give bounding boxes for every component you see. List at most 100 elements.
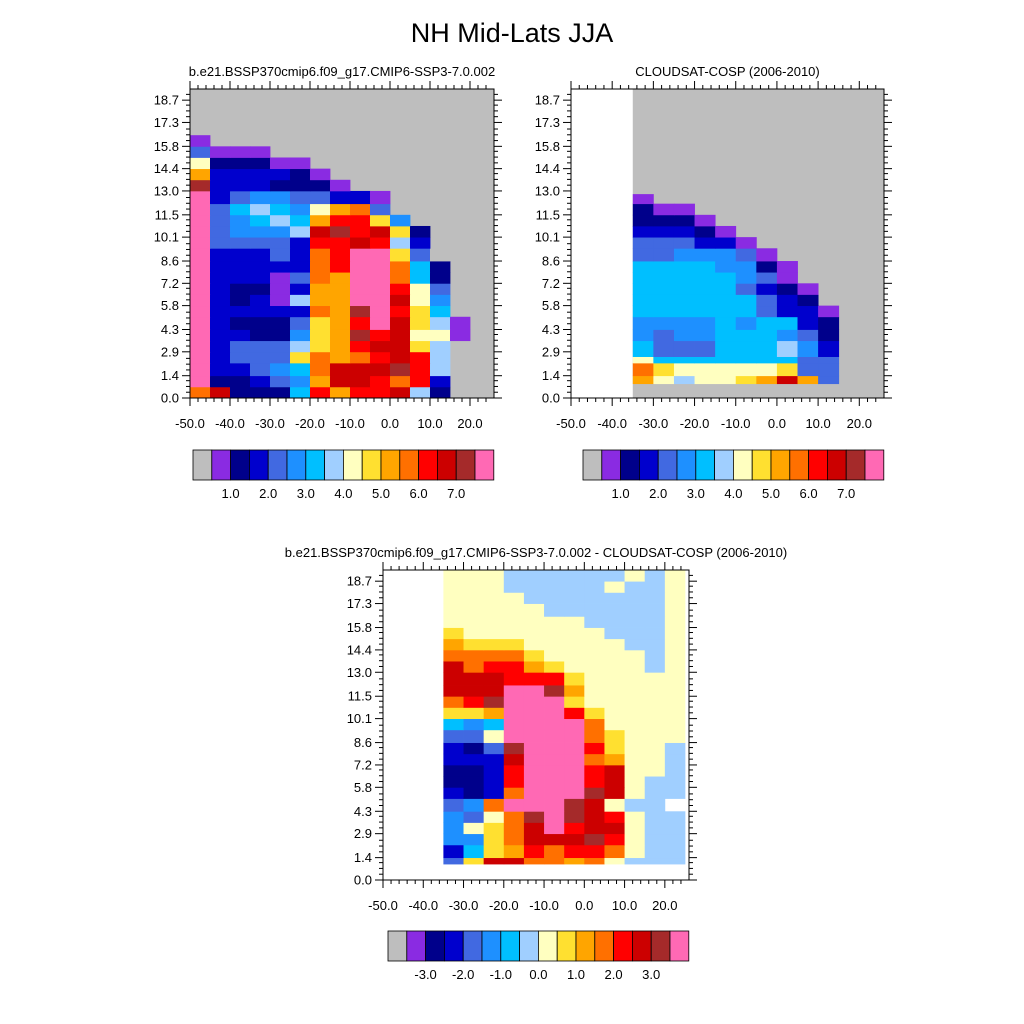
colorbar-swatch: [500, 930, 520, 962]
heatmap-cell: [673, 329, 695, 342]
x-tick-label: -30.0: [449, 898, 479, 913]
colorbar-swatch: [481, 930, 502, 962]
heatmap-cell: [797, 316, 819, 330]
y-tick-label: 18.7: [154, 93, 179, 108]
heatmap-cell: [632, 294, 654, 307]
heatmap-cell: [250, 362, 271, 377]
heatmap-cell: [443, 742, 464, 755]
colorbar-swatch: [387, 930, 408, 962]
heatmap-cell: [310, 225, 331, 238]
heatmap-cell: [270, 316, 291, 330]
heatmap-cell: [584, 627, 605, 640]
heatmap-cell: [624, 616, 646, 628]
heatmap-cell: [715, 316, 737, 330]
heatmap-cell: [604, 685, 625, 697]
heatmap-cell: [250, 351, 271, 364]
heatmap-cell: [604, 729, 625, 743]
heatmap-cell: [644, 857, 666, 865]
heatmap-cell: [330, 283, 351, 295]
heatmap-cell: [564, 707, 585, 720]
heatmap-cell: [290, 168, 311, 181]
heatmap-cell: [230, 340, 251, 353]
heatmap-cell: [632, 305, 654, 318]
heatmap-cell: [190, 146, 211, 158]
heatmap-cell: [443, 729, 464, 743]
heatmap-cell: [564, 844, 585, 859]
heatmap-cell: [450, 316, 471, 330]
heatmap-cell: [370, 272, 391, 284]
heatmap-cell: [523, 672, 545, 686]
y-tick-label: 11.5: [536, 207, 560, 222]
heatmap-cell: [604, 798, 625, 812]
y-tick-label: 13.0: [535, 183, 560, 198]
heatmap-cell: [523, 822, 545, 835]
heatmap-cell: [632, 261, 654, 273]
heatmap-cell: [503, 811, 525, 823]
heatmap-cell: [463, 638, 485, 651]
heatmap-cell: [350, 190, 371, 205]
heatmap-cell: [776, 316, 798, 330]
heatmap-cell: [624, 798, 646, 812]
heatmap-cell: [653, 261, 675, 273]
heatmap-cell: [544, 685, 565, 697]
heatmap-cell: [310, 386, 331, 399]
heatmap-cell: [483, 822, 505, 835]
heatmap-cell: [523, 811, 545, 823]
heatmap-cell: [503, 729, 525, 743]
heatmap-cell: [735, 283, 757, 295]
heatmap-cell: [694, 225, 716, 238]
heatmap-cell: [483, 661, 505, 673]
heatmap-cell: [644, 753, 666, 766]
heatmap-cell: [523, 798, 545, 812]
heatmap-cell: [210, 179, 231, 192]
y-tick-label: 4.3: [161, 322, 179, 337]
colorbar-label: 3.0: [642, 967, 660, 982]
y-tick-label: 5.8: [161, 298, 179, 313]
heatmap-cell: [503, 857, 525, 865]
colorbar-label: -3.0: [414, 967, 436, 982]
heatmap-cell: [632, 237, 654, 249]
heatmap-cell: [270, 248, 291, 262]
heatmap-cell: [604, 857, 625, 865]
heatmap-cell: [584, 753, 605, 766]
heatmap-cell: [564, 685, 585, 697]
heatmap-cell: [653, 375, 675, 385]
heatmap-cell: [270, 272, 291, 284]
heatmap-cell: [644, 616, 666, 628]
heatmap-cell: [604, 603, 625, 617]
heatmap-cell: [653, 237, 675, 249]
heatmap-cell: [673, 225, 695, 238]
x-tick-label: 0.0: [381, 416, 399, 431]
colorbar-swatch: [613, 930, 633, 962]
heatmap-cell: [210, 146, 231, 158]
heatmap-cell: [624, 581, 646, 593]
colorbar-label: 1.0: [567, 967, 585, 982]
heatmap-cell: [210, 386, 231, 399]
heatmap-cell: [715, 362, 737, 377]
heatmap-cell: [797, 329, 819, 342]
heatmap-cell: [644, 844, 666, 859]
colorbar-swatch: [639, 449, 659, 481]
colorbar-label: 6.0: [410, 486, 428, 501]
heatmap-cell: [463, 844, 485, 859]
heatmap-cell: [370, 375, 391, 388]
heatmap-cell: [523, 649, 545, 662]
heatmap-cell: [735, 340, 757, 357]
heatmap-cell: [483, 707, 505, 720]
heatmap-cell: [310, 362, 331, 377]
colorbar-label: 5.0: [372, 486, 390, 501]
heatmap-cell: [632, 225, 654, 238]
heatmap-cell: [715, 272, 737, 284]
heatmap-cell: [370, 316, 391, 330]
heatmap-cell: [370, 305, 391, 318]
heatmap-cell: [430, 351, 451, 364]
heatmap-cell: [443, 661, 464, 673]
heatmap-cell: [310, 316, 331, 330]
heatmap-cell: [694, 272, 716, 284]
x-tick-label: -40.0: [215, 416, 245, 431]
heatmap-cell: [290, 386, 311, 399]
heatmap-cell: [483, 742, 505, 755]
heatmap-cell: [776, 272, 798, 284]
y-tick-label: 18.7: [535, 93, 560, 108]
